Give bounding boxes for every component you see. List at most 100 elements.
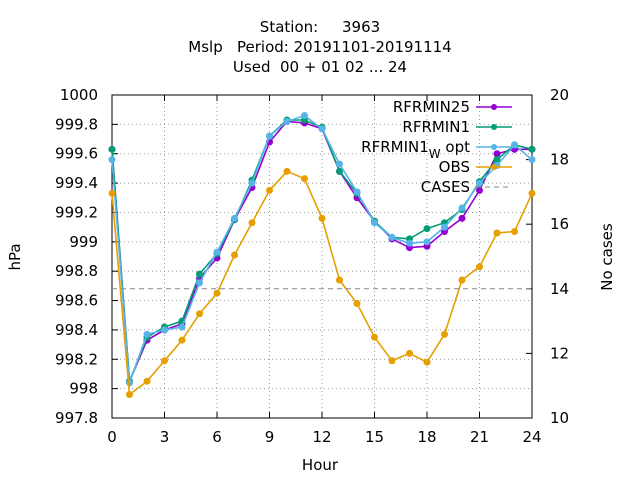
data-point [126, 379, 133, 387]
data-point [406, 239, 413, 247]
data-point [231, 214, 238, 222]
data-point [283, 167, 291, 175]
chart-title-line-1: Station: 3963 [260, 18, 380, 36]
data-point [196, 279, 203, 287]
data-point [143, 330, 151, 338]
data-point [178, 323, 186, 331]
data-point [126, 391, 133, 399]
series-obs-3 [108, 167, 536, 399]
series-rfrmin1-2 [108, 112, 536, 387]
data-point [108, 145, 116, 153]
data-point [318, 214, 326, 222]
data-point [458, 214, 466, 222]
y2-tick-label: 20 [550, 86, 569, 104]
y-tick-label: 999 [69, 233, 98, 251]
data-point [388, 357, 396, 365]
data-point [476, 186, 483, 194]
data-point [528, 145, 536, 153]
y-tick-label: 1000 [60, 86, 98, 104]
data-point [248, 219, 256, 227]
y-tick-label: 999.2 [55, 203, 98, 221]
data-point [423, 225, 431, 233]
data-point [388, 233, 396, 241]
data-point [161, 326, 168, 334]
y-tick-label: 998.6 [55, 292, 98, 310]
data-point [511, 228, 518, 236]
data-point [458, 204, 466, 212]
data-point [213, 248, 221, 256]
data-point [528, 189, 536, 197]
legend-marker [491, 104, 497, 110]
y-tick-label: 998.8 [55, 262, 98, 280]
legend-marker [491, 164, 497, 170]
y2-tick-label: 14 [550, 280, 569, 298]
y-axis-label: hPa [6, 243, 24, 270]
y-tick-label: 998.4 [55, 321, 98, 339]
data-point [336, 167, 343, 175]
data-point [423, 238, 431, 246]
data-point [353, 299, 361, 307]
legend-label: CASES [421, 178, 470, 196]
data-point [476, 263, 483, 271]
data-point [493, 156, 501, 164]
plot-frame [111, 94, 533, 419]
x-tick-label: 24 [522, 428, 541, 446]
y-tick-label: 998 [69, 380, 98, 398]
x-tick-label: 6 [212, 428, 222, 446]
y-tick-label: 999.6 [55, 145, 98, 163]
data-point [143, 377, 151, 385]
x-tick-label: 21 [470, 428, 489, 446]
legend-marker [491, 124, 497, 130]
y-tick-label: 999.8 [55, 115, 98, 133]
x-tick-label: 12 [312, 428, 331, 446]
data-point [108, 189, 116, 197]
y-tick-label: 998.2 [55, 350, 98, 368]
data-point [301, 112, 308, 120]
y2-tick-label: 12 [550, 344, 569, 362]
data-point [493, 150, 501, 158]
data-point [283, 117, 291, 125]
y-tick-label: 999.4 [55, 174, 98, 192]
chart-title: Station: 3963 Mslp Period: 20191101-2019… [188, 18, 451, 76]
data-point [301, 175, 308, 183]
data-point [213, 289, 221, 297]
data-point [528, 156, 536, 164]
x-tick-label: 0 [107, 428, 117, 446]
data-point [248, 179, 256, 187]
legend-label: OBS [439, 158, 470, 176]
y2-axis-label: No cases [598, 223, 616, 291]
data-point [336, 276, 343, 284]
chart-title-line-3: Used 00 + 01 02 ... 24 [233, 58, 407, 76]
y-tick-label: 997.8 [55, 409, 98, 427]
x-axis-label: Hour [302, 456, 339, 474]
data-point [511, 141, 518, 149]
x-tick-label: 18 [417, 428, 436, 446]
data-point [441, 223, 448, 231]
data-point [318, 125, 326, 133]
y2-tick-label: 10 [550, 409, 569, 427]
legend-label: RFRMIN25 [393, 98, 470, 116]
series-line [111, 170, 533, 397]
series-rfrmin1-1 [108, 116, 536, 385]
legend-marker [491, 144, 497, 150]
data-point [423, 358, 431, 366]
data-point [406, 349, 413, 357]
x-tick-label: 3 [160, 428, 170, 446]
data-point [108, 156, 116, 164]
chart-title-line-2: Mslp Period: 20191101-20191114 [188, 38, 451, 56]
data-point [371, 219, 378, 227]
data-point [458, 276, 466, 284]
data-point [493, 229, 501, 237]
data-point [353, 188, 361, 196]
data-point [196, 270, 203, 278]
data-point [371, 333, 378, 341]
x-tick-label: 9 [265, 428, 275, 446]
data-point [231, 251, 238, 259]
axes [111, 94, 533, 419]
data-point [476, 179, 483, 187]
y2-tick-label: 16 [550, 215, 569, 233]
legend-label: RFRMIN1 [402, 118, 470, 136]
data-point [178, 336, 186, 344]
data-point [161, 357, 168, 365]
